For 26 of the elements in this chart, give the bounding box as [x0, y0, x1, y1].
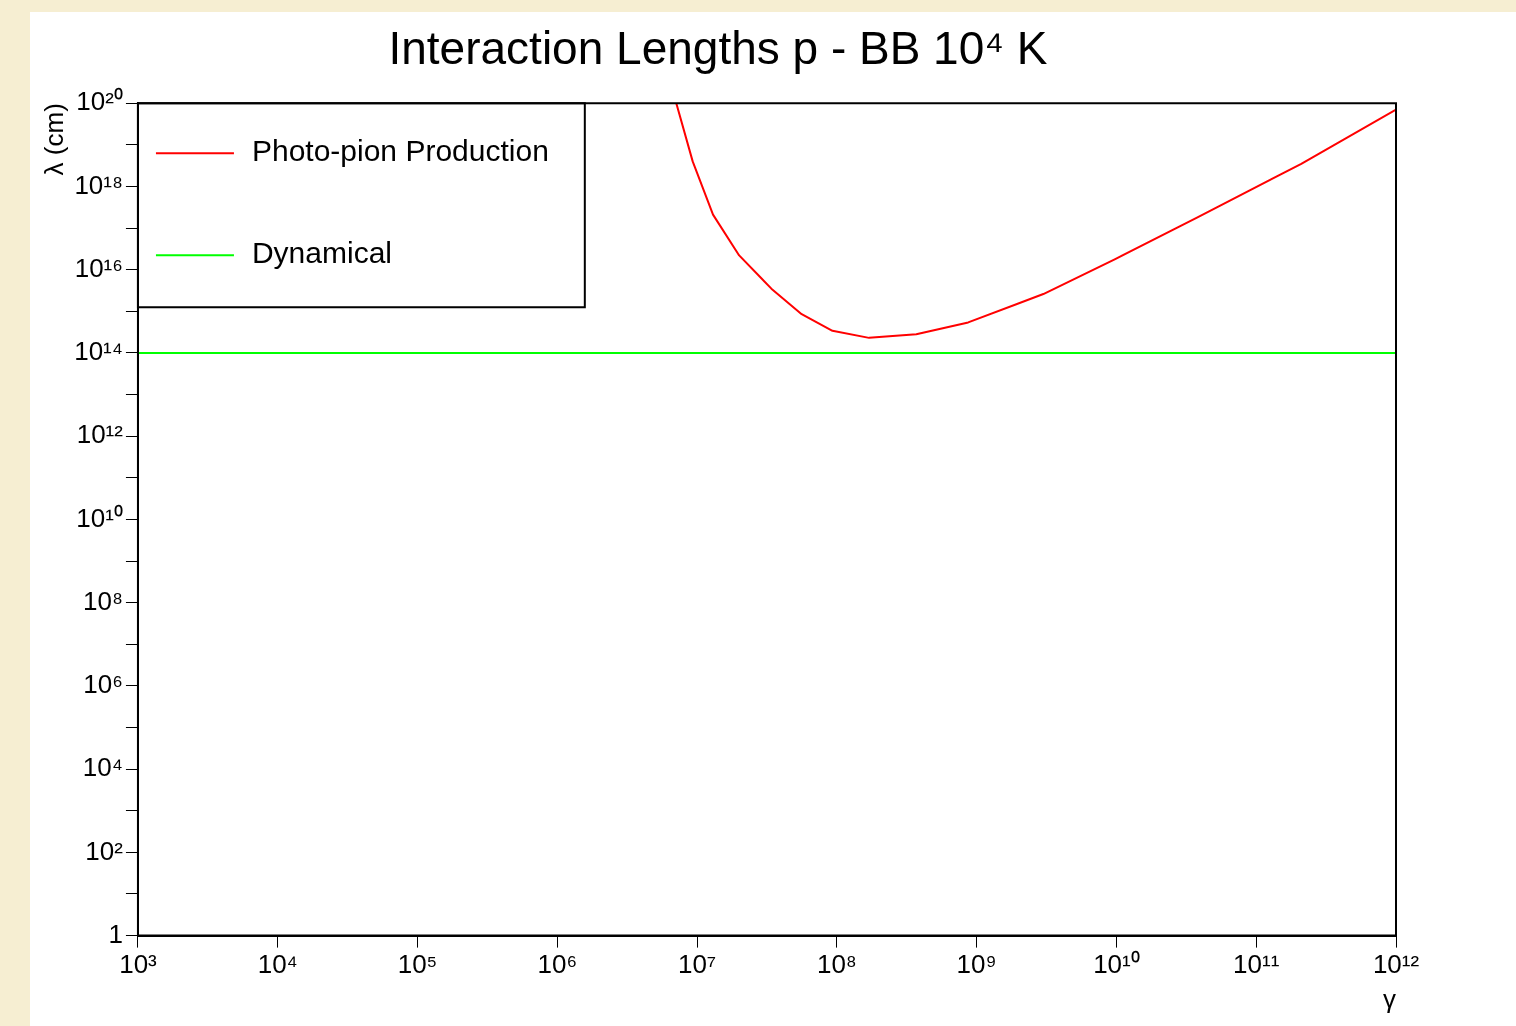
- legend-label: Dynamical: [251, 236, 392, 270]
- x-axis-title: γ: [1383, 983, 1396, 1014]
- y-tick-label: 10¹⁴: [74, 336, 123, 367]
- x-tick-label: 10⁸: [816, 949, 857, 980]
- y-tick-label: 10⁸: [83, 585, 123, 616]
- y-tick-label: 10¹⁶: [74, 252, 123, 283]
- x-tick-label: 10¹⁰: [1093, 949, 1140, 980]
- y-tick-label: 1: [108, 918, 123, 949]
- y-axis-title: λ (cm): [38, 103, 69, 176]
- x-tick-label: 10⁶: [537, 949, 578, 980]
- x-tick-label: 10⁷: [677, 949, 717, 980]
- y-tick-label: 10⁶: [83, 669, 123, 700]
- x-tick-label: 10⁵: [397, 949, 438, 980]
- y-tick-label: 10¹⁸: [74, 169, 123, 200]
- x-tick-label: 10⁹: [956, 949, 997, 980]
- x-tick-label: 10¹¹: [1233, 949, 1280, 980]
- y-tick-label: 10¹²: [76, 419, 124, 450]
- x-tick-label: 10³: [119, 949, 158, 980]
- x-tick-label: 10¹²: [1372, 949, 1420, 980]
- legend-label: Photo-pion Production: [251, 134, 549, 168]
- y-tick-label: 10²: [85, 835, 124, 866]
- y-tick-label: 10⁴: [82, 752, 123, 783]
- y-tick-label: 10²⁰: [76, 86, 123, 117]
- y-tick-label: 10¹⁰: [76, 502, 123, 533]
- chart-title: Interaction Lengths p - BB 10⁴ K: [388, 22, 1048, 75]
- x-tick-label: 10⁴: [257, 949, 298, 980]
